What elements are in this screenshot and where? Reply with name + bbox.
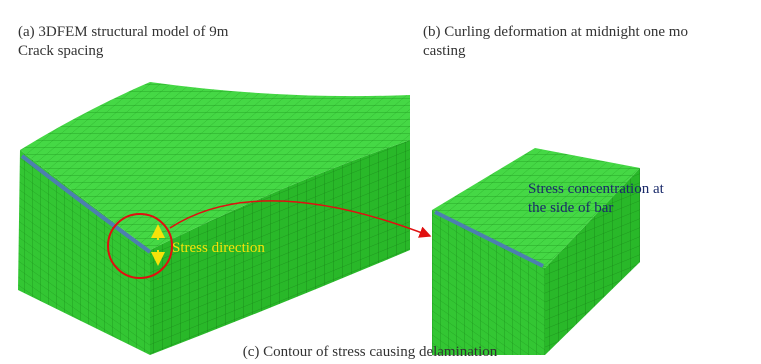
figure: Stress direction Stress concentration at… — [0, 0, 761, 364]
caption: (b) Curling deformation at midnight one … — [423, 24, 688, 40]
caption: (a) 3DFEM structural model of 9m — [18, 24, 229, 40]
annotation: Stress direction — [172, 240, 265, 256]
annotation: Stress concentration at — [528, 181, 665, 197]
fem-model-right — [432, 148, 640, 355]
annotation: the side of bar — [528, 200, 613, 216]
caption: casting — [423, 43, 466, 59]
fem-model-left — [18, 82, 410, 355]
caption: Crack spacing — [18, 43, 104, 59]
caption: (c) Contour of stress causing delaminati… — [243, 344, 498, 360]
